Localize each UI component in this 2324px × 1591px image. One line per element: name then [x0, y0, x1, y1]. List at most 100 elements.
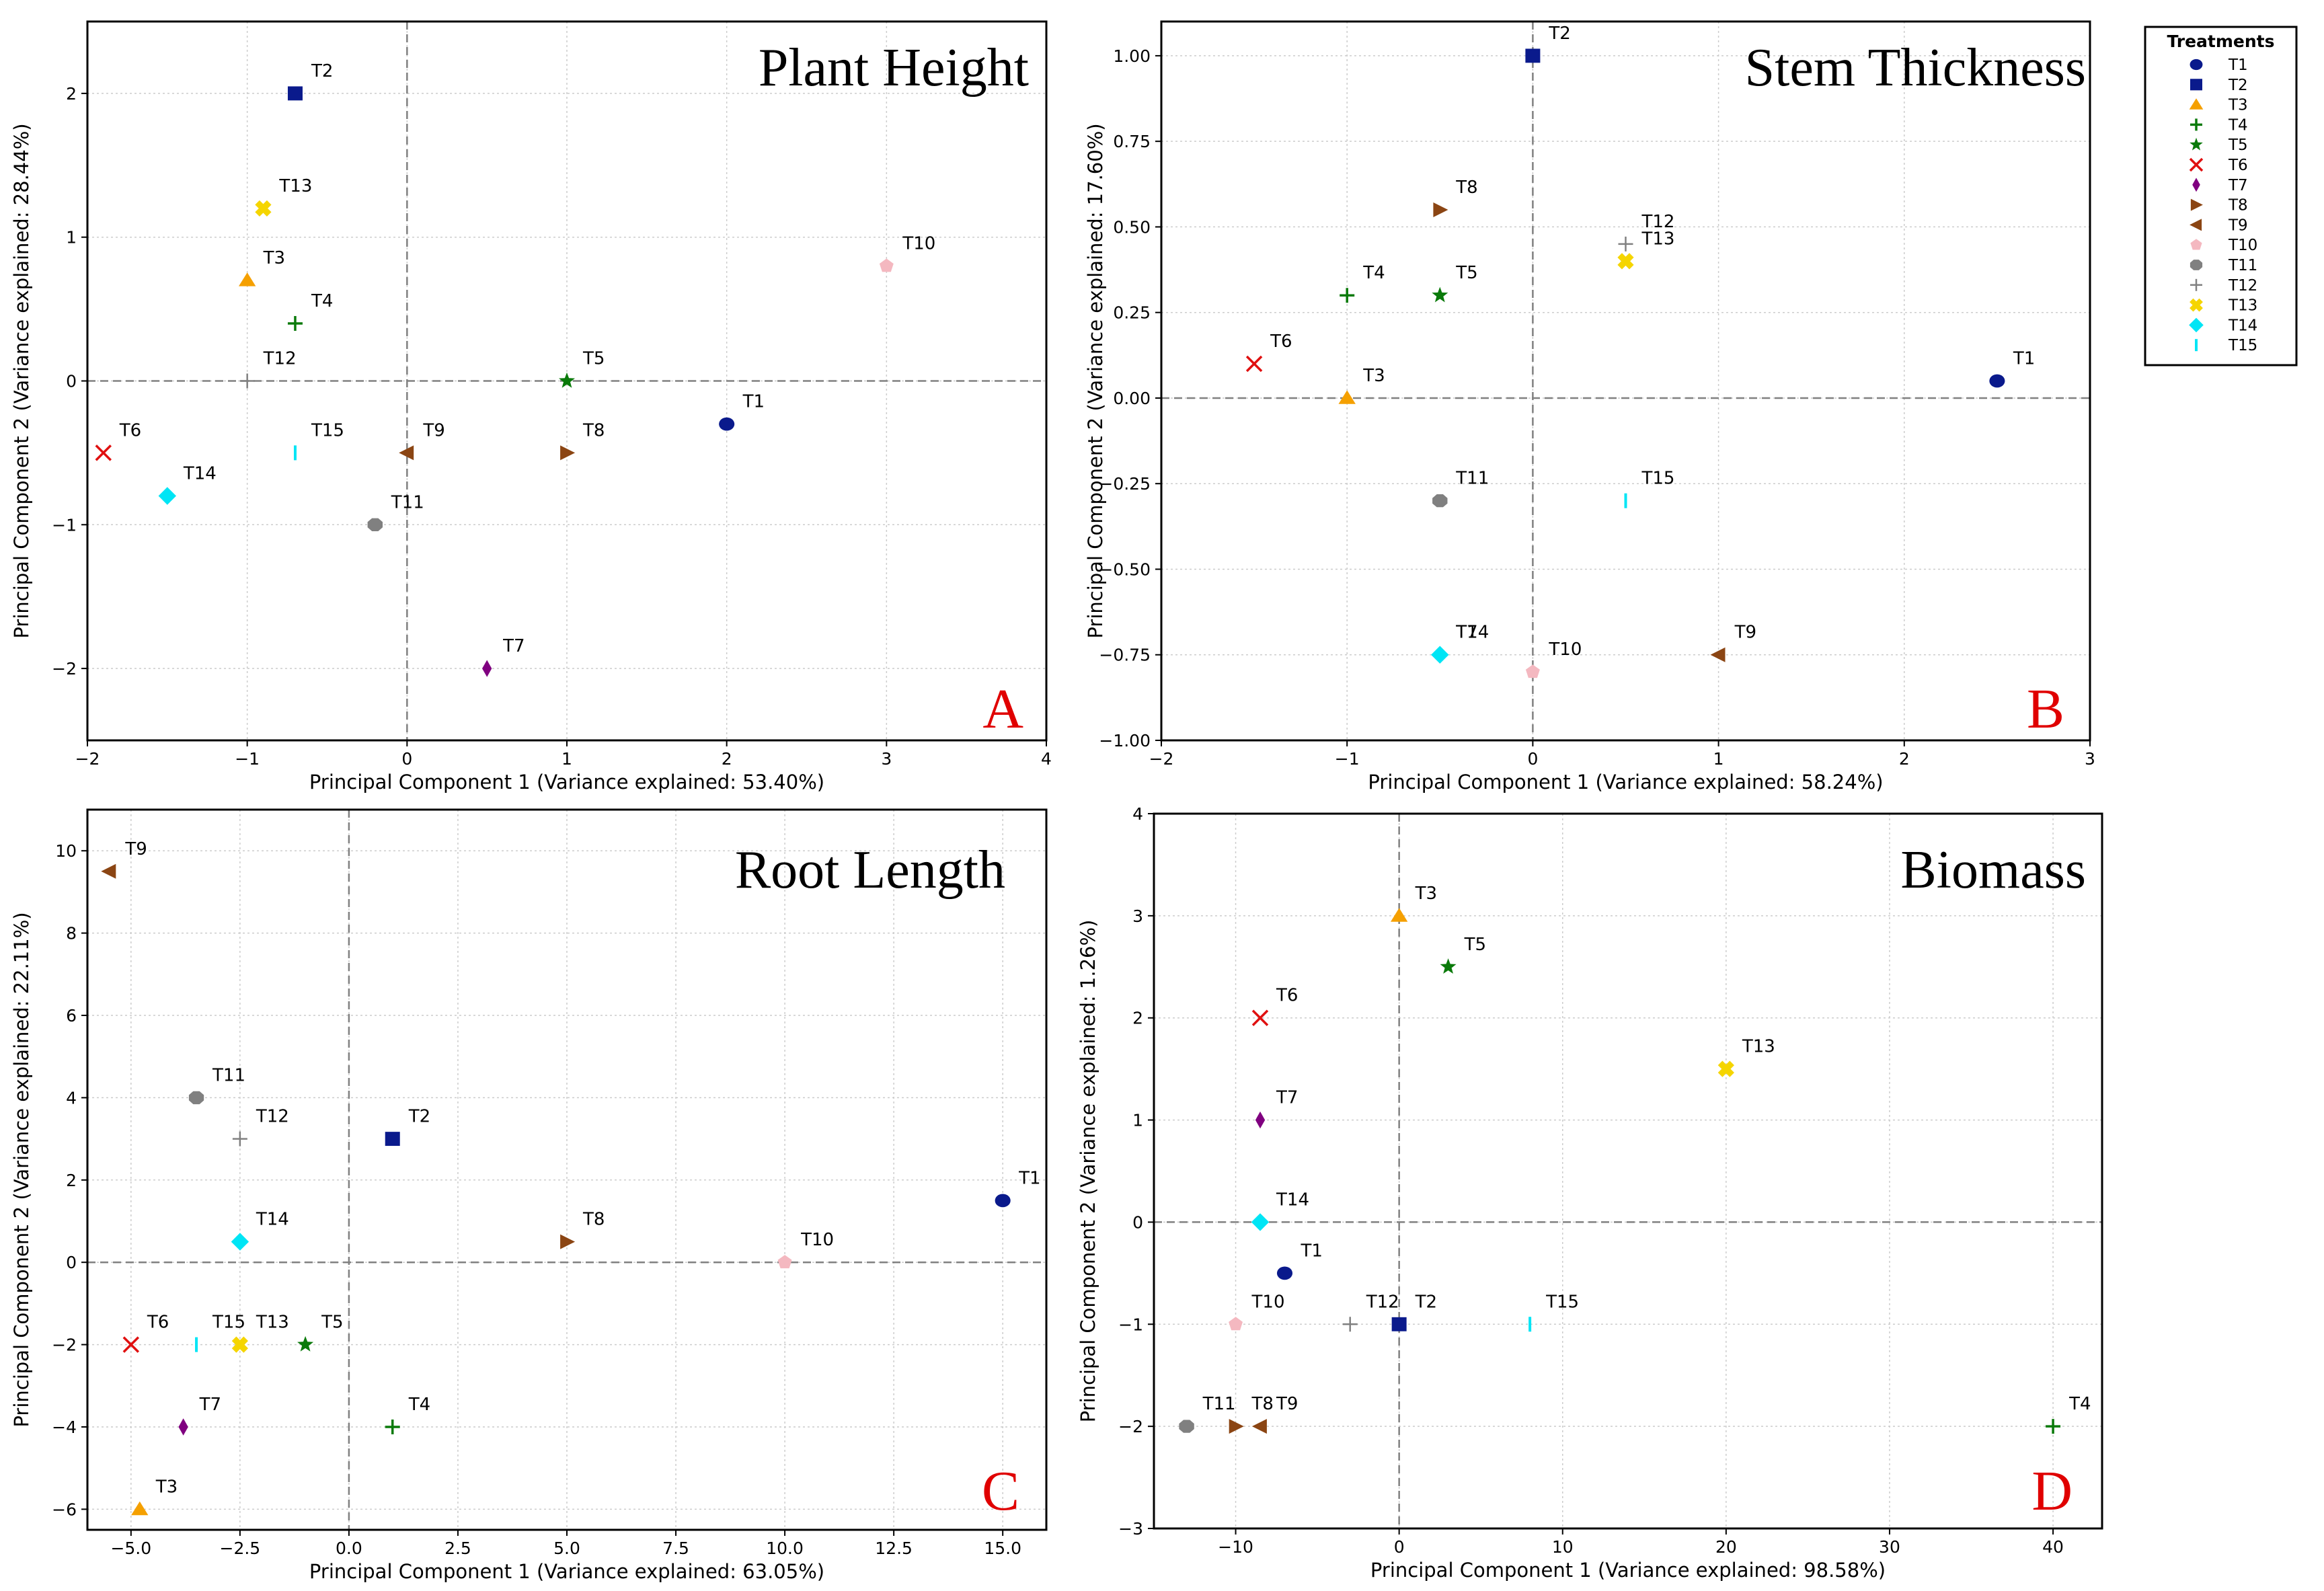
legend-item-t14: T14	[2189, 317, 2257, 334]
point-label-t1: T1	[742, 392, 765, 412]
panel-letter: A	[982, 678, 1023, 740]
point-label-t2: T2	[311, 61, 333, 81]
legend-label: T5	[2228, 137, 2248, 154]
point-label-t6: T6	[119, 420, 141, 440]
point-label-t7: T7	[1455, 623, 1477, 643]
y-tick-label: 2	[1132, 1009, 1143, 1028]
point-t2	[385, 1132, 400, 1147]
point-t2	[1525, 48, 1541, 63]
point-t11	[1432, 494, 1448, 508]
point-t14	[1431, 646, 1449, 664]
point-t4	[287, 315, 303, 331]
point-t3	[1338, 390, 1356, 404]
point-label-t3: T3	[155, 1477, 178, 1497]
point-label-t3: T3	[1415, 884, 1437, 904]
legend-label: T3	[2228, 97, 2248, 114]
point-label-t1: T1	[2013, 349, 2035, 369]
panel-letter: C	[982, 1460, 1019, 1522]
y-tick-label: 4	[66, 1088, 77, 1108]
x-tick-label: −1	[1335, 749, 1360, 769]
legend-marker-t3	[2189, 98, 2204, 110]
x-tick-label: −2	[75, 749, 100, 769]
point-label-t14: T14	[183, 464, 217, 484]
x-tick-label: −1	[235, 749, 260, 769]
point-label-t9: T9	[1734, 623, 1756, 643]
point-t9	[399, 445, 414, 461]
y-tick-label: −3	[1118, 1519, 1143, 1539]
point-t2	[287, 86, 303, 101]
legend-item-t12: T12	[2190, 277, 2257, 295]
point-label-t11: T11	[212, 1065, 245, 1085]
point-t5	[1440, 958, 1457, 974]
grid	[87, 810, 1046, 1530]
treatments-legend: Treatments T1 T2 T3 T4 T5 T6 T7 T8 T9 T10 T11 T12 T13…	[2144, 26, 2298, 366]
y-axis-title: Principal Component 2 (Variance explaine…	[1084, 123, 1107, 638]
legend-item-t8: T8	[2190, 197, 2248, 215]
y-tick-label: −2	[1118, 1417, 1143, 1436]
x-tick-label: 30	[1879, 1537, 1900, 1557]
point-label-t15: T15	[1545, 1292, 1579, 1312]
point-t8	[560, 445, 576, 461]
x-tick-label: 2	[1899, 749, 1910, 769]
point-label-t4: T4	[2068, 1394, 2091, 1414]
point-t8	[560, 1234, 576, 1249]
legend-label: T11	[2228, 257, 2257, 274]
x-tick-label: −2.5	[220, 1539, 261, 1558]
point-label-t15: T15	[212, 1313, 245, 1333]
y-tick-label: 3	[1132, 906, 1143, 926]
y-tick-label: 2	[66, 1171, 77, 1190]
point-label-t8: T8	[582, 1210, 605, 1230]
y-tick-label: −1	[1118, 1315, 1143, 1334]
point-t7	[1255, 1111, 1266, 1129]
point-t10	[879, 258, 894, 272]
x-tick-label: 7.5	[662, 1539, 689, 1558]
point-t10	[1525, 664, 1540, 678]
point-label-t14: T14	[1276, 1190, 1309, 1210]
x-tick-label: −5.0	[110, 1539, 151, 1558]
point-t11	[1179, 1420, 1194, 1433]
x-tick-label: −10	[1218, 1537, 1253, 1557]
point-t10	[777, 1255, 792, 1269]
point-label-t13: T13	[1742, 1037, 1775, 1057]
point-t14	[231, 1233, 249, 1251]
point-label-t10: T10	[1251, 1292, 1285, 1312]
point-t1	[1276, 1266, 1293, 1280]
y-tick-label: −6	[52, 1500, 77, 1519]
x-tick-label: 3	[2085, 749, 2095, 769]
point-label-t2: T2	[1548, 24, 1570, 44]
legend-marker-t11	[2190, 260, 2203, 270]
y-tick-label: −1	[52, 515, 77, 535]
x-tick-label: 2.5	[444, 1539, 471, 1558]
point-t12	[232, 1131, 247, 1147]
point-label-t6: T6	[147, 1313, 169, 1333]
x-tick-label: 4	[1041, 749, 1052, 769]
x-tick-label: 10	[1552, 1537, 1574, 1557]
y-tick-label: 0	[66, 1253, 77, 1272]
point-t7	[178, 1418, 188, 1436]
point-label-t2: T2	[1415, 1292, 1437, 1312]
legend-marker-t6	[2189, 157, 2204, 172]
point-label-t7: T7	[1276, 1088, 1298, 1108]
x-tick-label: 1	[561, 749, 572, 769]
legend-label: T13	[2228, 297, 2257, 315]
y-tick-label: 1	[66, 228, 77, 247]
x-tick-label: 0	[1394, 1537, 1405, 1557]
legend-marker-t2	[2190, 79, 2202, 91]
x-tick-label: 0	[401, 749, 412, 769]
point-t9	[1251, 1419, 1267, 1434]
point-label-t8: T8	[1455, 178, 1477, 198]
point-label-t4: T4	[311, 291, 333, 311]
legend-marker-t12	[2190, 278, 2202, 291]
x-tick-label: 0.0	[336, 1539, 362, 1558]
panel-letter: D	[2031, 1460, 2073, 1522]
point-label-t1: T1	[1018, 1168, 1040, 1188]
point-label-t6: T6	[1276, 986, 1298, 1006]
x-tick-label: 10.0	[766, 1539, 804, 1558]
point-t7	[482, 660, 492, 677]
point-t14	[158, 487, 176, 505]
legend-marker-t9	[2190, 219, 2202, 231]
y-axis-title: Principal Component 2 (Variance explaine…	[10, 912, 33, 1427]
data-points: T1 T2 T3 T4 T5 T6 T7 T8 T9 T10 T11 T12 T13 T14 T15	[95, 61, 935, 677]
